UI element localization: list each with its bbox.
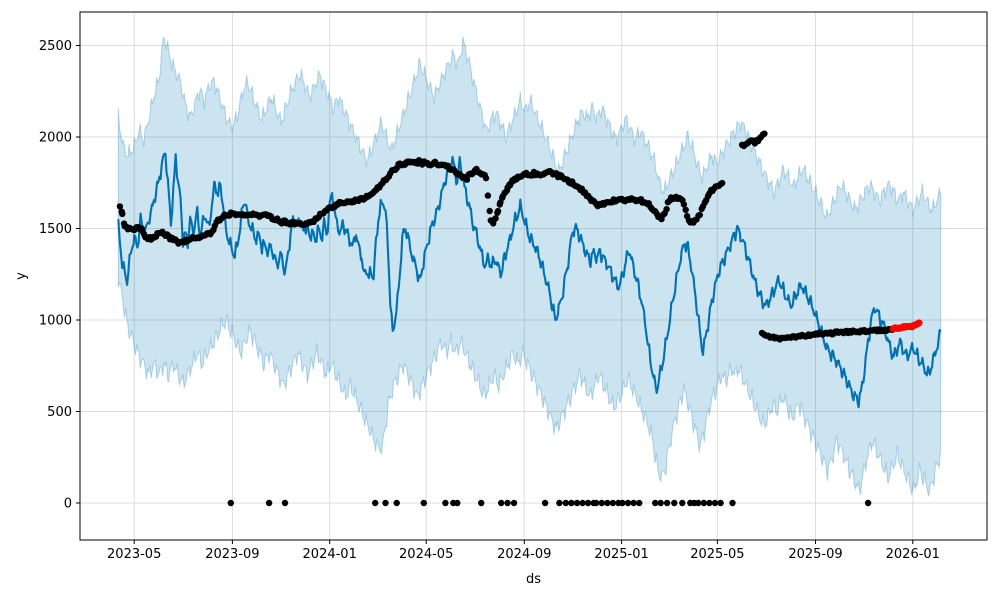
- x-tick-label: 2025-09: [788, 547, 842, 562]
- forecast-recent-red: [889, 319, 923, 332]
- observed-jump-high: [738, 130, 768, 150]
- observed-zero-days: [227, 499, 872, 507]
- y-tick-label: 2500: [39, 39, 72, 54]
- x-tick-label: 2025-05: [690, 547, 744, 562]
- y-axis: 0 500 1000 1500 2000 2500 y: [14, 39, 80, 512]
- plot-border: [79, 11, 988, 541]
- y-tick-label: 1500: [39, 222, 72, 237]
- x-tick-label: 2024-05: [399, 547, 453, 562]
- forecast-line: [117, 152, 942, 409]
- x-tick-label: 2026-01: [886, 547, 940, 562]
- x-tick-label: 2024-09: [497, 547, 551, 562]
- y-axis-label: y: [14, 272, 29, 280]
- x-tick-label: 2024-01: [303, 547, 357, 562]
- y-tick-label: 2000: [39, 131, 72, 146]
- x-axis: 2023-05 2023-09 2024-01 2024-05 2024-09 2025-…: [107, 540, 940, 587]
- x-tick-label: 2023-09: [205, 547, 259, 562]
- x-tick-label: 2023-05: [107, 547, 161, 562]
- observed-history: [116, 157, 726, 247]
- y-tick-label: 0: [64, 497, 72, 512]
- observed-recent-low: [758, 326, 897, 343]
- x-tick-label: 2025-01: [594, 547, 648, 562]
- uncertainty-band: [117, 36, 942, 497]
- x-axis-label: ds: [526, 572, 541, 587]
- y-tick-label: 500: [47, 405, 72, 420]
- y-tick-label: 1000: [39, 314, 72, 329]
